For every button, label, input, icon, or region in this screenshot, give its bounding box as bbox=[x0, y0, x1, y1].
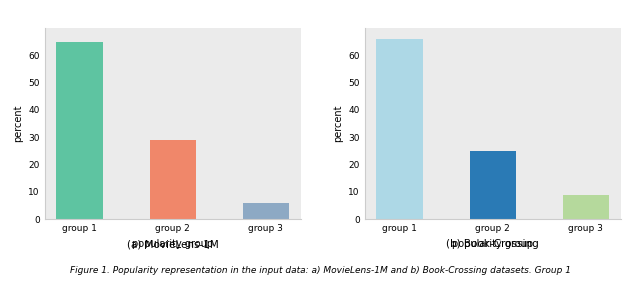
Bar bbox=[150, 140, 196, 219]
Bar bbox=[56, 42, 103, 219]
Bar bbox=[376, 39, 423, 219]
Y-axis label: percent: percent bbox=[13, 105, 23, 142]
X-axis label: popularity group: popularity group bbox=[132, 239, 213, 249]
Text: Figure 1. Popularity representation in the input data: a) MovieLens-1M and b) Bo: Figure 1. Popularity representation in t… bbox=[70, 266, 570, 275]
Bar bbox=[470, 151, 516, 219]
Bar bbox=[243, 203, 289, 219]
Bar bbox=[563, 195, 609, 219]
Text: (a) MovieLens-1M: (a) MovieLens-1M bbox=[127, 239, 219, 250]
Y-axis label: percent: percent bbox=[333, 105, 343, 142]
X-axis label: popularity group: popularity group bbox=[452, 239, 533, 249]
Text: (b) Book-Crossing: (b) Book-Crossing bbox=[447, 239, 539, 250]
